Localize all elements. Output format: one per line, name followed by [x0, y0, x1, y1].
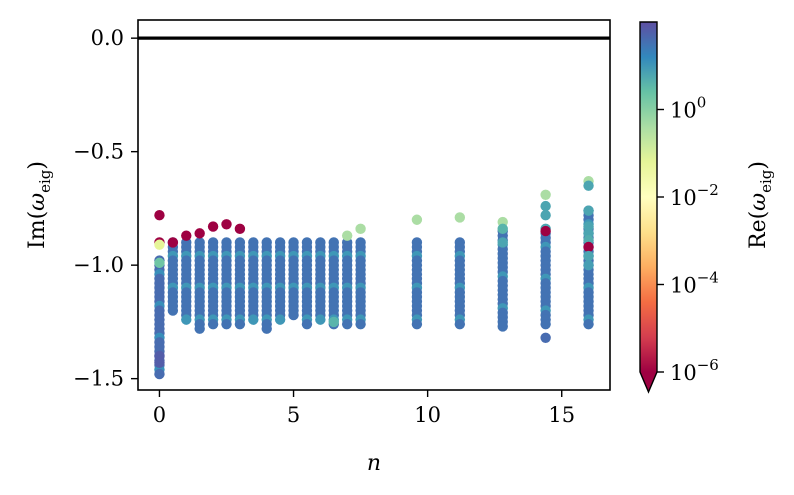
colorbar-tick-label: 10−4	[670, 269, 719, 298]
colorbar-gradient	[640, 22, 657, 372]
colorbar-ticks: 100 10−2 10−4 10−6	[657, 94, 719, 385]
data-point	[540, 318, 551, 330]
data-point	[234, 223, 246, 235]
data-point	[583, 259, 594, 271]
data-point	[583, 250, 594, 262]
data-point	[221, 219, 232, 230]
data-point	[154, 257, 165, 269]
data-point	[154, 210, 165, 221]
y-tick-label: −1.5	[73, 367, 124, 391]
data-point	[497, 321, 508, 332]
y-tick-label: −0.5	[73, 140, 124, 164]
colorbar-tick-label: 10−6	[670, 356, 719, 385]
data-point	[207, 221, 219, 232]
plot-frame	[137, 19, 611, 391]
data-point	[583, 180, 594, 191]
data-point	[154, 357, 165, 368]
y-tick-label: −1.0	[73, 253, 124, 277]
data-point	[583, 205, 594, 216]
x-tick-label: 0	[153, 403, 166, 427]
data-point	[540, 210, 551, 221]
data-point	[328, 316, 339, 328]
data-point	[454, 318, 466, 330]
data-point	[454, 212, 466, 223]
x-tick-label: 10	[414, 403, 441, 427]
colorbar: 100 10−2 10−4 10−6 Re(ωeig)	[639, 21, 775, 394]
data-point	[221, 318, 232, 330]
data-point	[167, 237, 179, 248]
data-point	[234, 318, 246, 330]
y-axis-ticks: 0.0 −0.5 −1.0 −1.5	[73, 26, 138, 391]
data-point	[497, 237, 508, 248]
data-point	[583, 318, 594, 330]
data-point	[341, 318, 353, 330]
data-point	[315, 314, 326, 325]
data-point	[181, 314, 192, 325]
data-point	[355, 318, 366, 330]
data-point	[540, 225, 551, 237]
colorbar-tick-label: 10−2	[670, 181, 719, 210]
y-axis-label: Im(ωeig)	[25, 161, 54, 249]
data-point	[540, 332, 551, 343]
x-tick-label: 5	[287, 403, 300, 427]
data-point	[181, 230, 192, 241]
data-point	[288, 309, 299, 321]
data-point	[540, 200, 551, 212]
plot-area	[137, 19, 611, 391]
data-point	[411, 214, 423, 225]
data-point	[194, 228, 205, 239]
data-point	[301, 318, 313, 330]
data-point	[207, 318, 219, 330]
data-point	[540, 189, 551, 200]
data-point	[355, 223, 366, 235]
data-point	[261, 323, 272, 334]
data-point	[194, 323, 205, 334]
colorbar-label: Re(ωeig)	[746, 161, 775, 249]
colorbar-tick-label: 100	[670, 94, 706, 123]
data-point	[583, 241, 594, 253]
y-tick-label: 0.0	[91, 26, 124, 50]
data-point	[167, 305, 179, 316]
colorbar-frame	[639, 21, 658, 394]
plot-background	[138, 20, 610, 390]
data-point	[497, 223, 508, 235]
data-point	[411, 318, 423, 330]
data-point	[154, 368, 165, 380]
data-point	[154, 239, 165, 250]
colorbar-extend-arrow	[640, 372, 657, 392]
x-tick-label: 15	[548, 403, 575, 427]
data-point	[274, 314, 286, 325]
x-axis-label: n	[367, 451, 381, 476]
scatter-points	[154, 175, 594, 380]
data-point	[248, 314, 259, 325]
x-axis-ticks: 0 5 10 15	[153, 390, 575, 427]
data-point	[341, 230, 353, 241]
